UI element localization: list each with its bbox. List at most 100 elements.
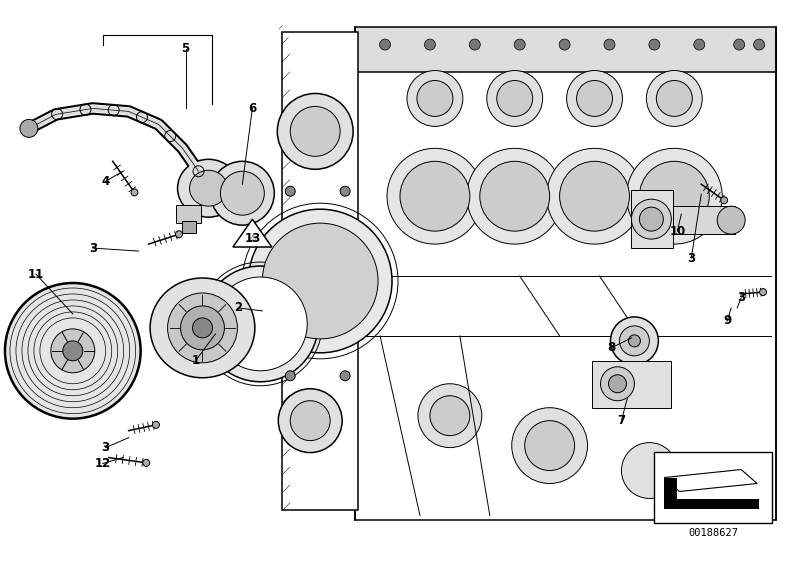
Circle shape (639, 161, 710, 231)
Circle shape (379, 39, 390, 50)
Circle shape (486, 71, 542, 126)
Text: 10: 10 (669, 225, 686, 238)
Circle shape (5, 283, 141, 419)
Circle shape (418, 384, 482, 448)
Circle shape (604, 39, 615, 50)
Circle shape (131, 189, 138, 196)
Circle shape (20, 119, 38, 138)
Text: 8: 8 (607, 341, 616, 354)
Circle shape (210, 161, 274, 225)
Circle shape (290, 401, 330, 440)
Circle shape (153, 421, 159, 428)
Circle shape (430, 396, 470, 436)
Ellipse shape (190, 170, 227, 206)
Bar (654, 452, 772, 524)
Text: 5: 5 (182, 42, 190, 55)
Circle shape (278, 93, 353, 169)
Bar (674, 206, 735, 234)
Circle shape (290, 106, 340, 156)
Circle shape (619, 326, 650, 356)
Circle shape (262, 223, 378, 339)
Circle shape (566, 71, 622, 126)
Bar (355, 32, 776, 520)
Text: 12: 12 (94, 457, 111, 470)
Circle shape (480, 161, 550, 231)
Circle shape (248, 209, 392, 353)
Polygon shape (664, 470, 757, 491)
Circle shape (559, 39, 570, 50)
Circle shape (546, 148, 642, 244)
Bar (664, 499, 759, 509)
Text: 7: 7 (618, 414, 626, 427)
Text: 3: 3 (89, 242, 97, 255)
Circle shape (649, 39, 660, 50)
Text: 2: 2 (234, 302, 242, 315)
Text: 3: 3 (687, 251, 695, 264)
Polygon shape (233, 219, 272, 247)
Circle shape (609, 375, 626, 393)
Circle shape (560, 161, 630, 231)
Circle shape (425, 39, 435, 50)
Bar (182, 221, 195, 233)
Circle shape (754, 39, 765, 50)
Text: ⚠: ⚠ (248, 234, 257, 243)
Circle shape (193, 318, 213, 338)
Ellipse shape (178, 159, 239, 217)
Circle shape (622, 443, 678, 499)
Circle shape (470, 39, 480, 50)
Text: 00188627: 00188627 (688, 529, 738, 538)
Text: 1: 1 (191, 354, 199, 367)
Ellipse shape (150, 278, 255, 378)
Text: 6: 6 (248, 102, 257, 115)
Circle shape (407, 71, 463, 126)
Circle shape (278, 389, 342, 453)
Circle shape (694, 39, 705, 50)
Text: 3: 3 (737, 291, 746, 305)
Circle shape (759, 289, 766, 295)
Circle shape (656, 80, 692, 117)
Bar (355, 27, 776, 71)
Text: 13: 13 (244, 231, 261, 245)
Circle shape (601, 367, 634, 401)
Circle shape (286, 371, 295, 381)
Circle shape (340, 186, 350, 196)
Circle shape (400, 161, 470, 231)
Circle shape (734, 39, 745, 50)
Text: 3: 3 (102, 441, 110, 454)
Circle shape (514, 39, 525, 50)
Circle shape (577, 80, 613, 117)
Circle shape (63, 341, 82, 361)
Circle shape (175, 231, 182, 238)
Circle shape (497, 80, 533, 117)
Circle shape (525, 421, 574, 470)
Circle shape (721, 197, 728, 204)
Bar (664, 478, 676, 499)
Text: 11: 11 (28, 268, 44, 281)
Circle shape (167, 293, 238, 363)
Circle shape (387, 148, 482, 244)
Circle shape (417, 80, 453, 117)
Circle shape (718, 206, 745, 234)
Text: 9: 9 (723, 314, 731, 327)
Polygon shape (282, 32, 358, 511)
Circle shape (142, 460, 150, 466)
Circle shape (629, 335, 641, 347)
Circle shape (221, 171, 264, 215)
Polygon shape (591, 361, 671, 408)
Circle shape (512, 408, 587, 483)
Bar (175, 205, 202, 223)
Circle shape (51, 329, 94, 373)
Circle shape (214, 277, 307, 371)
Circle shape (467, 148, 562, 244)
Circle shape (202, 266, 318, 381)
Bar (631, 190, 674, 248)
Circle shape (626, 148, 722, 244)
Circle shape (646, 71, 702, 126)
Circle shape (286, 186, 295, 196)
Circle shape (631, 199, 671, 239)
Circle shape (639, 207, 663, 231)
Text: 4: 4 (102, 175, 110, 188)
Circle shape (340, 371, 350, 381)
Circle shape (610, 317, 658, 365)
Circle shape (181, 306, 225, 350)
